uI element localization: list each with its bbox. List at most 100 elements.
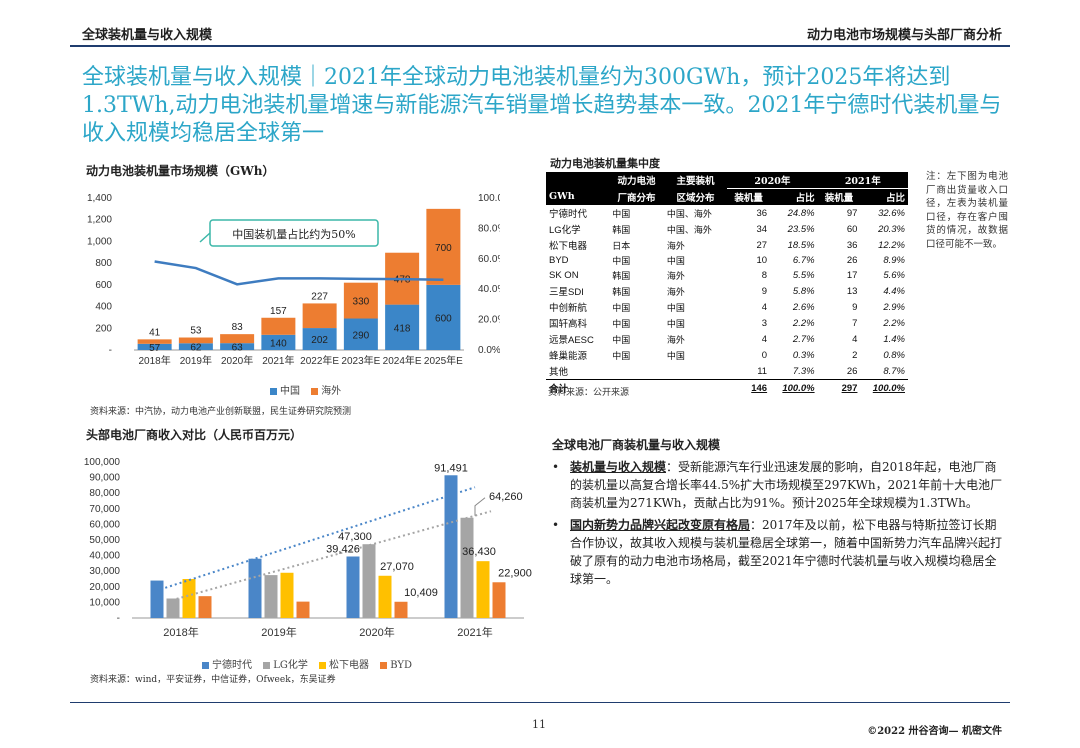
y-tick-left: 200	[95, 323, 112, 334]
th-2020-cap: 装机量	[727, 188, 771, 205]
chart1-legend: 中国 海外	[262, 382, 341, 397]
bar-overseas	[137, 339, 172, 344]
value-label: 39,426	[326, 543, 360, 555]
chart1-source: 资料来源：中汽协，动力电池产业创新联盟，民生证券研究院预测	[90, 407, 352, 417]
x-tick: 2024年E	[383, 354, 422, 367]
table-row: 远景AESC 中国 海外 4 2.7% 4 1.4%	[549, 333, 905, 347]
x-tick: 2018年	[163, 625, 198, 639]
x-tick: 2023年E	[341, 354, 380, 367]
value-label: 91,491	[434, 462, 468, 474]
bar-byd	[492, 582, 506, 618]
value-label: 22,900	[498, 567, 532, 579]
y-tick-left: 400	[95, 302, 112, 313]
value-label-overseas: 227	[311, 291, 328, 302]
value-label-china: 600	[435, 313, 452, 324]
y-tick: 60,000	[89, 519, 120, 530]
side-note: 注：左下图为电池厂商出货量收入口径，左表为装机量口径，存在客户囤货的情况，故数据…	[926, 171, 1008, 250]
y-tick: 50,000	[89, 535, 120, 546]
table-row: 宁德时代 中国 中国、海外 36 24.8% 97 32.6%	[549, 207, 905, 221]
th-2020-share: 占比	[770, 188, 818, 205]
bar-panasonic	[280, 572, 294, 618]
y-tick-left: 1,000	[87, 236, 112, 247]
y-tick-left: -	[109, 345, 112, 356]
bar-overseas	[302, 303, 337, 329]
value-label: 10,409	[404, 587, 438, 599]
table-total-row: 合计 146 100.0% 297 100.0%	[549, 382, 905, 396]
bar-overseas	[220, 334, 255, 344]
chart2-title: 头部电池厂商收入对比（人民币百万元）	[86, 428, 303, 442]
page-number: 11	[532, 718, 546, 731]
revenue-comparison-chart: 100,000 90,000 80,000 70,000 60,000 50,000 40,…	[84, 457, 532, 639]
footer-divider	[70, 702, 1010, 703]
bar-panasonic	[378, 575, 392, 618]
value-label: 47,300	[338, 531, 372, 543]
trendline	[166, 510, 492, 603]
callout: 中国装机量占比约为50%	[199, 219, 379, 247]
y-tick: 100,000	[84, 457, 121, 468]
value-label-china: 57	[149, 343, 161, 354]
y-tick-right: 100.0%	[478, 193, 500, 204]
table-row: BYD 中国 中国 10 6.7% 26 8.9%	[549, 255, 905, 267]
value-label-china: 140	[270, 338, 287, 349]
table-source: 资料来源：公开来源	[548, 388, 630, 398]
bar-overseas	[178, 337, 213, 344]
bar-catl	[444, 475, 458, 618]
legend-label-china: 中国	[280, 386, 300, 397]
page-header: 全球装机量与收入规模 动力电池市场规模与头部厂商分析	[0, 0, 1080, 50]
y-tick-right: 40.0%	[478, 284, 500, 295]
th-battery: 动力电池	[609, 172, 664, 189]
y-tick-right: 60.0%	[478, 254, 500, 265]
bar-catl	[248, 558, 262, 618]
value-label-overseas: 700	[435, 243, 452, 254]
value-label: 27,070	[380, 561, 414, 573]
bar-overseas	[426, 208, 461, 285]
bar-china	[343, 318, 378, 350]
bar-panasonic	[476, 561, 490, 618]
legend-label-overseas: 海外	[321, 386, 342, 397]
bullet-text: ：2017年及以前，松下电器与特斯拉签订长期合作协议，故其收入规模与装机量稳居全…	[570, 518, 1003, 586]
header-left-title: 全球装机量与收入规模	[82, 28, 213, 43]
table-row: 其他 11 7.3% 26 8.7%	[546, 363, 908, 380]
share-line	[154, 260, 444, 286]
bar-china	[220, 343, 255, 350]
y-tick-right: 20.0%	[478, 315, 500, 326]
legend-swatch-catl	[202, 662, 209, 669]
value-label-china: 290	[353, 330, 370, 341]
y-tick-left: 1,200	[87, 215, 112, 226]
x-tick: 2020年	[359, 625, 394, 639]
bar-china	[385, 304, 420, 350]
value-label-overseas: 330	[353, 297, 370, 308]
installed-capacity-chart: 1,400 1,200 1,000 800 600 400 200 - 100.0% 80.0% 6…	[87, 193, 500, 367]
y-tick-left: 600	[95, 280, 112, 291]
bar-china	[426, 284, 461, 350]
legend-label-lg: LG化学	[273, 660, 308, 671]
bar-byd	[198, 596, 212, 618]
table-title: 动力电池装机量集中度	[550, 157, 660, 170]
table-row: 中创新航 中国 中国 4 2.6% 9 2.9%	[549, 301, 905, 315]
table-row: 松下电器 日本 海外 27 18.5% 36 12.2%	[549, 239, 905, 253]
value-label: 64,260	[489, 491, 523, 503]
y-tick-left: 800	[95, 258, 112, 269]
th-region-dist: 区域分布	[663, 188, 728, 205]
summary-bullet: • 国内新势力品牌兴起改变原有格局：2017年及以前，松下电器与特斯拉签订长期合…	[552, 518, 1003, 586]
legend-label-catl: 宁德时代	[212, 660, 252, 671]
bar-byd	[394, 601, 408, 618]
bar-lg	[264, 575, 278, 618]
bar-china	[261, 334, 296, 350]
legend-swatch-panasonic	[319, 662, 327, 669]
header-divider	[70, 45, 1010, 47]
y-tick: 90,000	[89, 473, 120, 484]
table-row: 三星SDI 韩国 海外 9 5.8% 13 4.4%	[549, 285, 905, 299]
x-tick: 2020年	[221, 354, 253, 367]
y-tick: -	[117, 613, 120, 624]
legend-swatch-china	[270, 388, 277, 395]
bar-lg	[362, 544, 376, 618]
y-tick: 30,000	[89, 566, 120, 577]
value-label-china: 62	[190, 343, 202, 354]
callout-text: 中国装机量占比约为50%	[232, 227, 355, 241]
table-row: 国轩高科 中国 中国 3 2.2% 7 2.2%	[549, 317, 905, 331]
legend-swatch-overseas	[311, 388, 319, 395]
x-tick: 2025年E	[424, 354, 463, 367]
header-right-title: 动力电池市场规模与头部厂商分析	[806, 28, 1002, 43]
th-gwh: GWh	[546, 188, 610, 205]
